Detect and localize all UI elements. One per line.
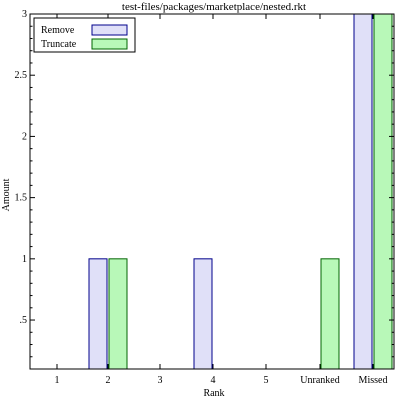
legend: Remove Truncate [33,17,136,53]
x-tick-label: 1 [55,375,60,386]
x-tick-label: Missed [359,375,388,386]
x-tick-label: Unranked [300,375,339,386]
y-tick-label: 2 [22,131,27,142]
y-tick-label: 1 [22,254,27,265]
y-tick-label: .5 [20,315,28,326]
legend-swatch-truncate [91,38,128,50]
plot-frame [29,13,395,370]
legend-label-truncate: Truncate [41,39,77,50]
x-axis-label: Rank [203,388,224,399]
y-tick-label: 2.5 [15,70,28,81]
bar-truncate-unranked [320,258,340,370]
bar-remove-4 [193,258,213,370]
legend-swatch-remove [91,24,128,36]
x-tick-label: 3 [158,375,163,386]
plot-area: .5 1 1.5 2 2.5 3 1 2 3 4 5 Unranked Missed [15,9,394,386]
bar-truncate-missed [373,13,393,370]
x-tick-label: 2 [106,375,111,386]
chart-title: test-files/packages/marketplace/nested.r… [122,1,306,13]
y-axis-label: Amount [1,178,12,211]
bar-remove-missed [353,13,373,370]
bar-truncate-2 [108,258,128,370]
legend-label-remove: Remove [41,25,75,36]
x-tick-label: 4 [211,375,216,386]
bar-remove-2 [88,258,108,370]
y-tick-label: 3 [22,9,27,20]
y-tick-label: 1.5 [15,193,28,204]
x-tick-label: 5 [264,375,269,386]
